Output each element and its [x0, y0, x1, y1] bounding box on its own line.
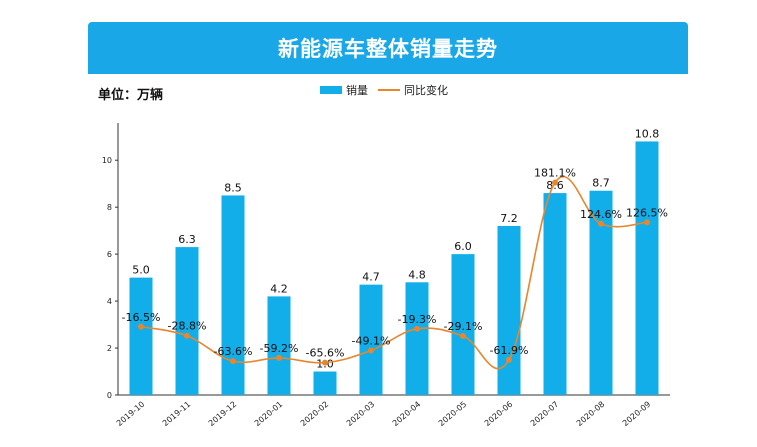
bar	[405, 282, 429, 395]
title-bar: 新能源车整体销量走势	[88, 22, 688, 74]
legend-label-yoy: 同比变化	[404, 84, 448, 97]
x-tick-label: 2020-08	[575, 400, 606, 428]
bar	[129, 277, 153, 395]
bar	[221, 195, 245, 395]
x-tick-label: 2020-01	[253, 400, 284, 428]
y-tick-label: 4	[107, 297, 112, 306]
x-tick-label: 2019-11	[161, 400, 192, 428]
legend-line-swatch	[378, 89, 400, 91]
bar-value-label: 5.0	[132, 264, 150, 277]
y-tick-label: 6	[107, 250, 112, 259]
bar	[359, 284, 383, 395]
yoy-value-label: -61.9%	[490, 344, 529, 357]
yoy-value-label: -49.1%	[352, 335, 391, 348]
x-tick-label: 2020-06	[483, 400, 514, 428]
yoy-value-label: 126.5%	[626, 206, 668, 219]
legend: 销量 同比变化	[320, 82, 458, 98]
yoy-point	[138, 323, 144, 330]
bar	[451, 254, 475, 395]
yoy-point	[276, 354, 282, 361]
yoy-point	[414, 325, 420, 332]
yoy-point	[598, 220, 604, 227]
yoy-point	[506, 356, 512, 363]
x-tick-label: 2020-02	[299, 400, 330, 428]
x-tick-label: 2019-12	[207, 400, 238, 428]
yoy-point	[322, 359, 328, 366]
yoy-value-label: -29.1%	[444, 320, 483, 333]
bar-value-label: 8.5	[224, 181, 242, 194]
yoy-value-label: -19.3%	[398, 313, 437, 326]
yoy-value-label: -28.8%	[168, 320, 207, 333]
y-tick-label: 2	[107, 344, 112, 353]
y-tick-label: 0	[107, 391, 112, 400]
x-tick-label: 2020-09	[621, 400, 652, 428]
yoy-point	[368, 347, 374, 354]
chart-title: 新能源车整体销量走势	[278, 37, 498, 61]
yoy-value-label: 124.6%	[580, 208, 622, 221]
bar-value-label: 6.3	[178, 233, 196, 246]
bar	[543, 193, 567, 395]
bar-value-label: 6.0	[454, 240, 472, 253]
legend-label-sales: 销量	[346, 84, 368, 97]
x-tick-label: 2020-03	[345, 400, 376, 428]
y-tick-label: 10	[102, 156, 112, 165]
yoy-point	[644, 219, 650, 226]
yoy-point	[552, 179, 558, 186]
yoy-value-label: 181.1%	[534, 167, 576, 180]
yoy-point	[460, 332, 466, 339]
bar	[313, 371, 337, 395]
x-tick-label: 2020-05	[437, 400, 468, 428]
yoy-point	[230, 358, 236, 365]
bar-value-label: 4.8	[408, 268, 426, 281]
bar-value-label: 7.2	[500, 212, 518, 225]
unit-label: 单位：万辆	[98, 88, 164, 103]
legend-item-sales: 销量	[320, 82, 368, 98]
bar-value-label: 4.2	[270, 282, 288, 295]
x-tick-label: 2020-04	[391, 400, 422, 428]
bar-value-label: 10.8	[635, 127, 660, 140]
legend-bar-swatch	[320, 86, 342, 94]
yoy-line	[140, 175, 648, 370]
yoy-value-label: -16.5%	[122, 311, 161, 324]
bar	[175, 247, 199, 395]
bar-value-label: 8.6	[546, 179, 564, 192]
y-tick-label: 8	[107, 203, 112, 212]
legend-item-yoy: 同比变化	[378, 82, 448, 98]
bar	[267, 296, 291, 395]
bar-value-label: 8.7	[592, 177, 610, 190]
x-tick-label: 2020-07	[529, 400, 560, 428]
yoy-value-label: -59.2%	[260, 342, 299, 355]
bar	[635, 141, 659, 395]
x-tick-label: 2019-10	[115, 400, 146, 428]
bar-value-label: 4.7	[362, 271, 380, 284]
bar	[497, 225, 521, 395]
bar	[589, 190, 613, 395]
yoy-point	[184, 332, 190, 339]
yoy-value-label: -65.6%	[306, 347, 345, 360]
yoy-value-label: -63.6%	[214, 345, 253, 358]
